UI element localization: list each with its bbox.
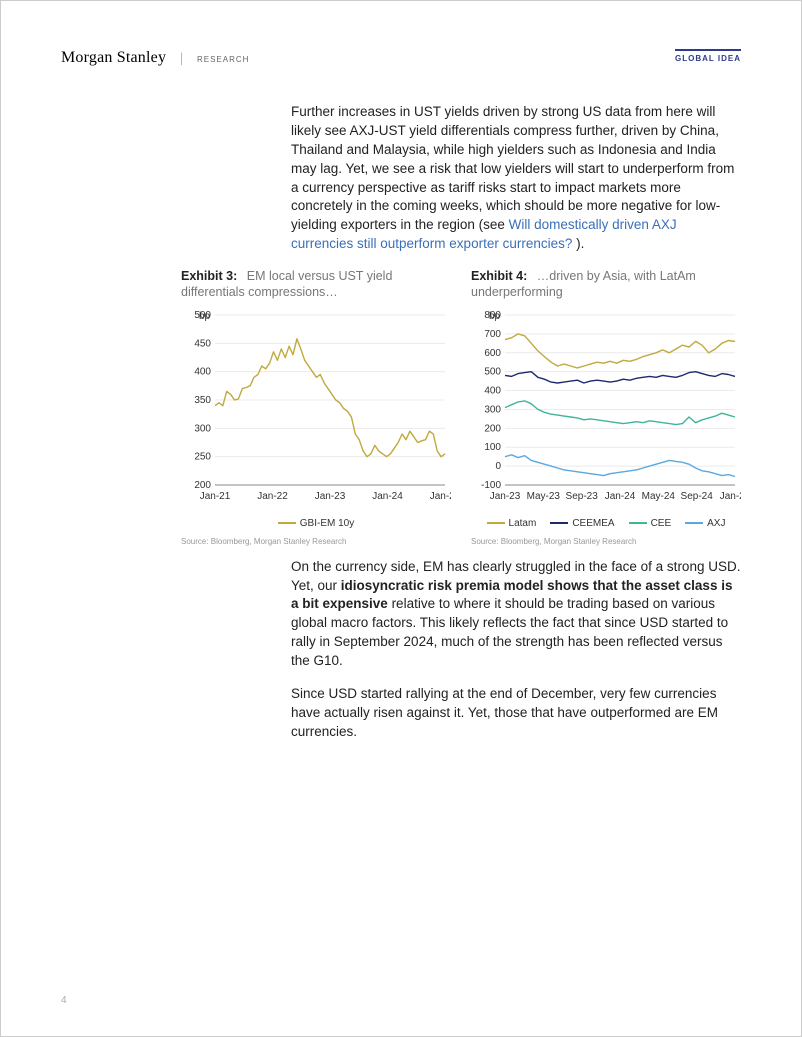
x-tick-label: Jan-22 bbox=[257, 491, 288, 502]
x-tick-label: Jan-23 bbox=[490, 491, 521, 502]
paragraph-3: Since USD started rallying at the end of… bbox=[291, 685, 741, 742]
x-tick-label: Jan-25 bbox=[720, 491, 741, 502]
brand-sub: RESEARCH bbox=[197, 55, 249, 64]
y-tick-label: 200 bbox=[484, 423, 501, 434]
chart-svg: bp-1000100200300400500600700800Jan-23May… bbox=[471, 309, 741, 509]
y-tick-label: 450 bbox=[194, 338, 211, 349]
page-number: 4 bbox=[61, 995, 67, 1006]
y-tick-label: 100 bbox=[484, 442, 501, 453]
series-cee bbox=[505, 401, 735, 425]
brand-block: Morgan Stanley | RESEARCH bbox=[61, 49, 249, 67]
exhibit-3-title: Exhibit 3: EM local versus UST yield dif… bbox=[181, 268, 451, 301]
legend-label: AXJ bbox=[707, 518, 725, 529]
page-header: Morgan Stanley | RESEARCH GLOBAL IDEA bbox=[61, 49, 741, 67]
body-column-2: On the currency side, EM has clearly str… bbox=[291, 558, 741, 742]
legend-item-ceemea: CEEMEA bbox=[550, 518, 614, 529]
exhibit-4-source: Source: Bloomberg, Morgan Stanley Resear… bbox=[471, 537, 741, 546]
y-tick-label: 200 bbox=[194, 480, 211, 491]
x-tick-label: Sep-23 bbox=[566, 491, 599, 502]
x-tick-label: May-24 bbox=[642, 491, 676, 502]
y-tick-label: 700 bbox=[484, 329, 501, 340]
brand-divider: | bbox=[180, 51, 183, 67]
legend-swatch bbox=[629, 522, 647, 524]
x-tick-label: Jan-23 bbox=[315, 491, 346, 502]
x-tick-label: Sep-24 bbox=[681, 491, 714, 502]
legend-item-latam: Latam bbox=[487, 518, 537, 529]
exhibit-3-label: Exhibit 3: bbox=[181, 269, 237, 283]
legend-item-cee: CEE bbox=[629, 518, 672, 529]
series-gbi-em-10y bbox=[215, 338, 445, 456]
y-tick-label: 350 bbox=[194, 395, 211, 406]
legend-label: CEEMEA bbox=[572, 518, 614, 529]
legend-label: CEE bbox=[651, 518, 672, 529]
page-root: Morgan Stanley | RESEARCH GLOBAL IDEA Fu… bbox=[0, 0, 802, 1037]
legend-swatch bbox=[550, 522, 568, 524]
exhibit-4-legend: Latam CEEMEA CEE AXJ bbox=[471, 518, 741, 529]
exhibits-row: Exhibit 3: EM local versus UST yield dif… bbox=[181, 268, 741, 546]
y-tick-label: 500 bbox=[194, 310, 211, 321]
p1-text-a: Further increases in UST yields driven b… bbox=[291, 104, 734, 232]
y-tick-label: 300 bbox=[484, 404, 501, 415]
y-tick-label: 400 bbox=[484, 385, 501, 396]
legend-swatch bbox=[278, 522, 296, 524]
exhibit-3-chart: bp200250300350400450500Jan-21Jan-22Jan-2… bbox=[181, 309, 451, 514]
y-tick-label: 600 bbox=[484, 347, 501, 358]
legend-item-gbi-em-10y: GBI-EM 10y bbox=[278, 518, 354, 529]
body-column: Further increases in UST yields driven b… bbox=[291, 103, 741, 254]
legend-item-axj: AXJ bbox=[685, 518, 725, 529]
legend-swatch bbox=[685, 522, 703, 524]
exhibit-3: Exhibit 3: EM local versus UST yield dif… bbox=[181, 268, 451, 546]
exhibit-4-title: Exhibit 4: …driven by Asia, with LatAm u… bbox=[471, 268, 741, 301]
p1-text-b: ). bbox=[576, 236, 584, 251]
y-tick-label: 250 bbox=[194, 451, 211, 462]
y-tick-label: 500 bbox=[484, 366, 501, 377]
y-tick-label: 800 bbox=[484, 310, 501, 321]
exhibit-4: Exhibit 4: …driven by Asia, with LatAm u… bbox=[471, 268, 741, 546]
brand-name: Morgan Stanley bbox=[61, 49, 166, 67]
exhibit-3-source: Source: Bloomberg, Morgan Stanley Resear… bbox=[181, 537, 451, 546]
global-idea-tag: GLOBAL IDEA bbox=[675, 49, 741, 63]
x-tick-label: Jan-25 bbox=[430, 491, 451, 502]
chart-svg: bp200250300350400450500Jan-21Jan-22Jan-2… bbox=[181, 309, 451, 509]
legend-label: GBI-EM 10y bbox=[300, 518, 354, 529]
series-latam bbox=[505, 334, 735, 368]
x-tick-label: May-23 bbox=[527, 491, 561, 502]
exhibit-4-chart: bp-1000100200300400500600700800Jan-23May… bbox=[471, 309, 741, 514]
x-tick-label: Jan-21 bbox=[200, 491, 231, 502]
y-tick-label: 400 bbox=[194, 366, 211, 377]
paragraph-1: Further increases in UST yields driven b… bbox=[291, 103, 741, 254]
y-tick-label: 0 bbox=[495, 461, 501, 472]
exhibit-4-label: Exhibit 4: bbox=[471, 269, 527, 283]
legend-label: Latam bbox=[509, 518, 537, 529]
y-tick-label: -100 bbox=[481, 480, 501, 491]
x-tick-label: Jan-24 bbox=[605, 491, 636, 502]
legend-swatch bbox=[487, 522, 505, 524]
paragraph-2: On the currency side, EM has clearly str… bbox=[291, 558, 741, 671]
y-tick-label: 300 bbox=[194, 423, 211, 434]
series-ceemea bbox=[505, 371, 735, 382]
x-tick-label: Jan-24 bbox=[372, 491, 403, 502]
exhibit-3-legend: GBI-EM 10y bbox=[181, 518, 451, 529]
